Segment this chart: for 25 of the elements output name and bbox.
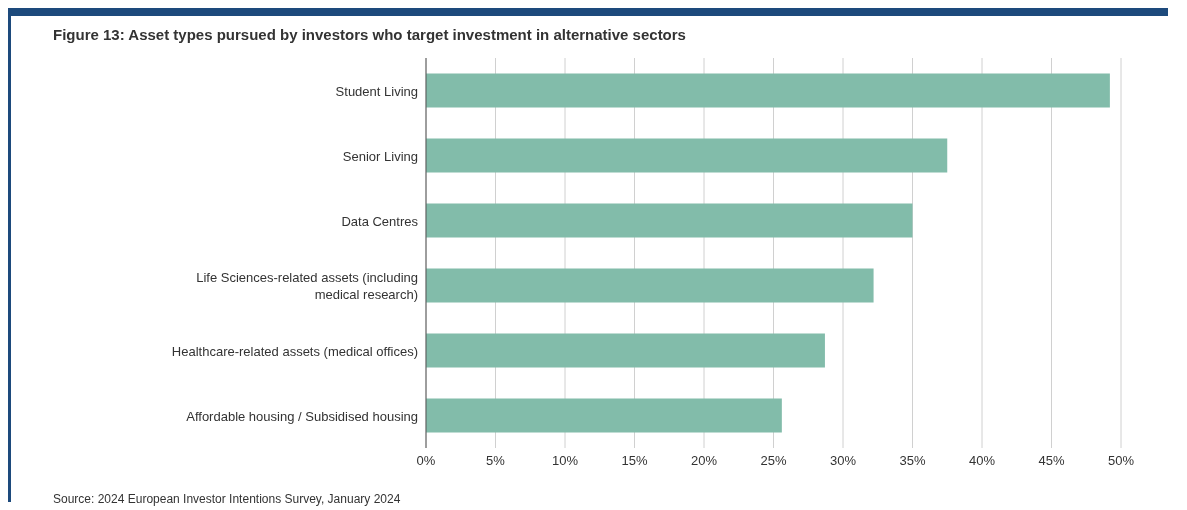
bar — [426, 398, 782, 433]
y-tick-label: Healthcare-related assets (medical offices) — [171, 343, 418, 358]
x-tick-label: 30% — [829, 453, 857, 469]
bar — [426, 203, 913, 238]
bar — [426, 138, 948, 173]
x-tick-label: 50% — [1107, 453, 1135, 469]
bar — [426, 268, 874, 303]
source-note: Source: 2024 European Investor Intentions Survey, January 2024 — [53, 492, 401, 506]
x-tick-label: 0% — [416, 453, 436, 469]
x-tick-label: 5% — [486, 453, 506, 469]
x-tick-label: 10% — [551, 453, 579, 469]
bar — [426, 73, 1110, 108]
x-tick-label: 15% — [621, 453, 648, 469]
x-tick-label: 40% — [968, 453, 996, 469]
chart-title: Figure 13: Asset types pursued by investors who target investment in alternative sectors — [53, 26, 686, 43]
bar — [426, 333, 825, 368]
y-tick-label: Senior Living — [342, 148, 418, 163]
x-tick-label: 45% — [1038, 453, 1065, 469]
x-tick-label: 25% — [760, 453, 787, 469]
y-tick-label: Data Centres — [341, 213, 419, 228]
x-tick-label: 20% — [690, 453, 718, 469]
x-tick-label: 35% — [899, 453, 926, 469]
y-tick-label: Affordable housing / Subsidised housing — [186, 408, 418, 423]
y-tick-label: Life Sciences-related assets (including medical research) — [196, 269, 418, 302]
y-tick-label: Student Living — [335, 83, 418, 98]
